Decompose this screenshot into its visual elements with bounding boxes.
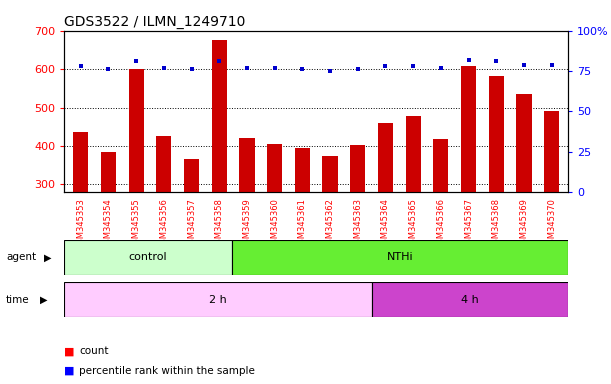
Bar <box>489 76 504 192</box>
Text: ■: ■ <box>64 346 75 356</box>
Bar <box>323 156 338 192</box>
Bar <box>295 148 310 192</box>
Bar <box>267 144 282 192</box>
Point <box>464 57 474 63</box>
Point <box>381 63 390 69</box>
Text: time: time <box>6 295 30 305</box>
Point <box>436 65 445 71</box>
Text: 2 h: 2 h <box>210 295 227 305</box>
Point <box>491 58 501 65</box>
Bar <box>64 282 372 317</box>
Bar <box>184 159 199 192</box>
Bar <box>516 94 532 192</box>
Bar <box>378 123 393 192</box>
Point <box>159 65 169 71</box>
Bar <box>101 152 116 192</box>
Bar <box>232 240 568 275</box>
Text: agent: agent <box>6 252 36 262</box>
Bar <box>433 139 448 192</box>
Point <box>298 66 307 73</box>
Point <box>547 61 557 68</box>
Text: control: control <box>129 252 167 262</box>
Bar <box>211 40 227 192</box>
Bar <box>372 282 568 317</box>
Bar <box>406 116 421 192</box>
Point <box>76 63 86 69</box>
Point <box>242 65 252 71</box>
Point <box>214 58 224 65</box>
Bar <box>73 132 89 192</box>
Point <box>131 58 141 65</box>
Text: NTHi: NTHi <box>387 252 414 262</box>
Point <box>519 61 529 68</box>
Text: ▶: ▶ <box>40 295 47 305</box>
Point <box>353 66 362 73</box>
Bar <box>544 111 559 192</box>
Point <box>325 68 335 74</box>
Bar <box>240 138 255 192</box>
Bar <box>461 66 476 192</box>
Bar <box>156 136 172 192</box>
Text: count: count <box>79 346 109 356</box>
Text: ■: ■ <box>64 366 75 376</box>
Text: ▶: ▶ <box>44 252 51 262</box>
Text: percentile rank within the sample: percentile rank within the sample <box>79 366 255 376</box>
Point <box>187 66 197 73</box>
Point <box>408 63 418 69</box>
Text: 4 h: 4 h <box>461 295 479 305</box>
Bar <box>64 240 232 275</box>
Bar <box>350 145 365 192</box>
Bar <box>128 69 144 192</box>
Text: GDS3522 / ILMN_1249710: GDS3522 / ILMN_1249710 <box>64 15 246 29</box>
Point <box>104 66 114 73</box>
Point <box>270 65 280 71</box>
